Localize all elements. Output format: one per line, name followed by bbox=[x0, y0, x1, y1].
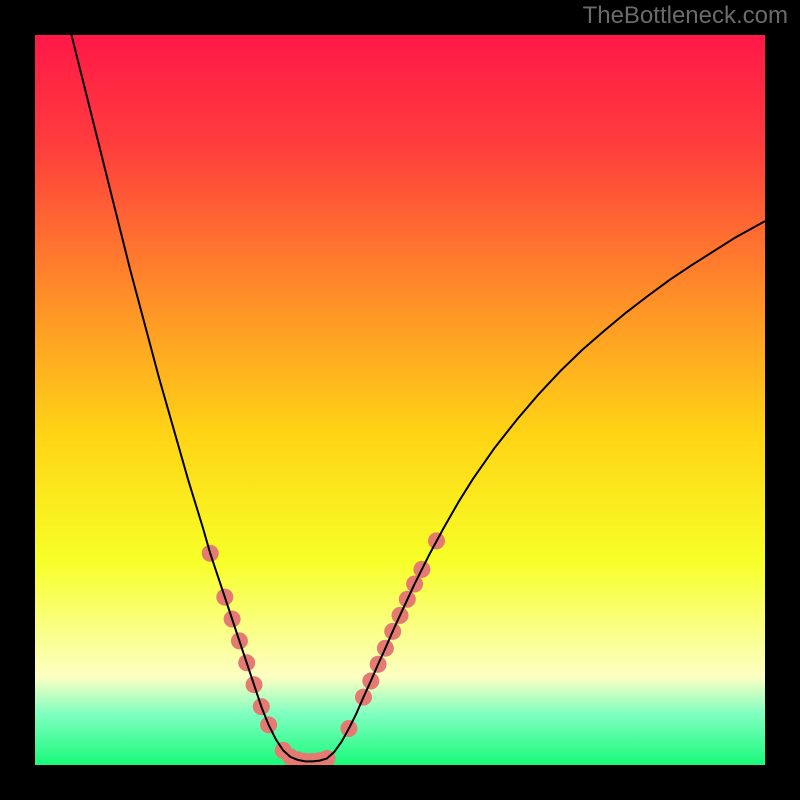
plot-background bbox=[35, 35, 765, 765]
chart-svg bbox=[0, 0, 800, 800]
chart-stage: TheBottleneck.com bbox=[0, 0, 800, 800]
